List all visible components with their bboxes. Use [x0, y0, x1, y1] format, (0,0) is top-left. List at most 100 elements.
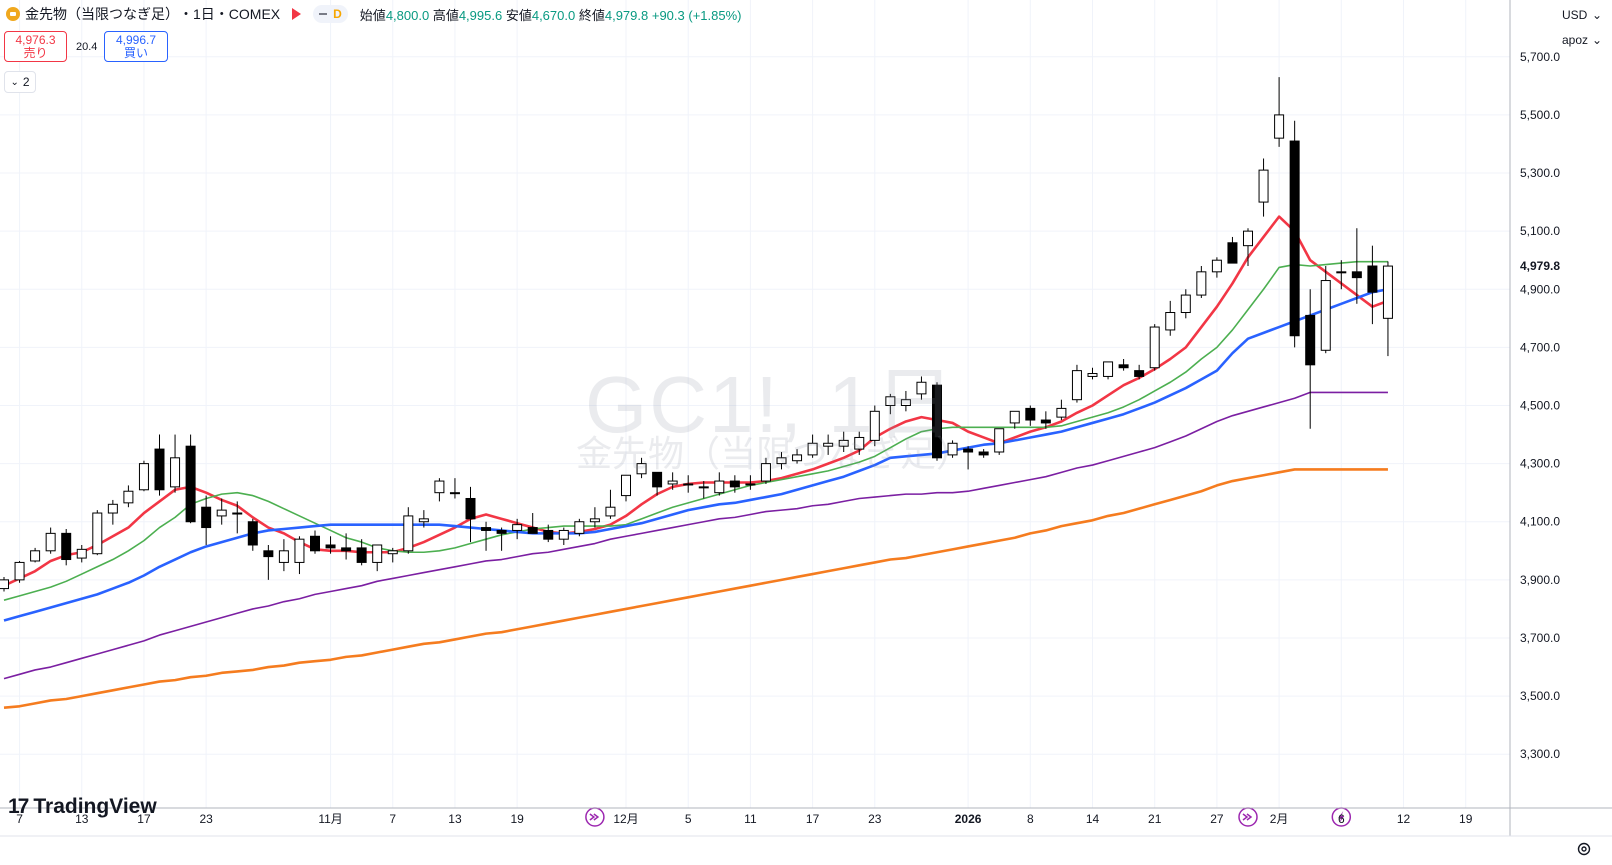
candle: [1165, 300, 1176, 336]
candle: [932, 382, 942, 461]
chevron-down-icon: ⌄: [10, 76, 19, 88]
candle-body: [994, 428, 1005, 453]
candle-body: [916, 381, 927, 395]
candle: [838, 431, 849, 452]
candle-body: [698, 486, 709, 489]
sell-price: 4,976.3: [15, 32, 56, 47]
candle: [123, 485, 134, 508]
candle-body: [434, 480, 445, 494]
chevron-down-icon: ⌄: [1591, 33, 1602, 47]
candle-body: [45, 532, 56, 552]
close-label: 終値: [578, 7, 605, 23]
candle-body: [652, 471, 663, 488]
candle: [1243, 228, 1253, 267]
candle: [356, 539, 367, 566]
candle-body: [683, 483, 694, 486]
candle: [449, 478, 460, 499]
price-tick-label: 4,500.0: [1520, 399, 1560, 413]
candle-body: [278, 550, 289, 563]
candle: [1289, 120, 1300, 348]
candle: [418, 510, 429, 528]
candle-body: [621, 474, 631, 497]
candle: [216, 498, 227, 525]
symbol-interval[interactable]: ・1日・COMEX: [179, 6, 281, 22]
sell-label: 売り: [23, 45, 48, 60]
indicator-count: 2: [22, 75, 30, 89]
candle: [434, 478, 445, 502]
currency-selector[interactable]: USD ⌄: [1556, 4, 1608, 26]
candle: [714, 472, 725, 496]
sell-button[interactable]: 4,976.3 売り: [4, 31, 67, 62]
symbol-title[interactable]: 金先物（当限つなぎ足）: [25, 6, 179, 22]
candle: [1087, 367, 1098, 380]
candle: [527, 513, 538, 534]
time-tick-label: 7: [16, 812, 23, 826]
flag-icon[interactable]: [292, 8, 302, 20]
candle-body: [76, 548, 87, 559]
candle: [543, 524, 554, 543]
candle-body: [1118, 364, 1129, 369]
tradingview-logo[interactable]: 17 TradingView: [8, 795, 157, 819]
candle: [465, 486, 476, 543]
candle-body: [247, 521, 258, 546]
gold-icon: [6, 7, 20, 21]
candle: [776, 451, 787, 470]
candle: [636, 457, 647, 479]
chart-legend: 金先物（当限つなぎ足） ・1日・COMEX D 始値4,800.0 高値4,99…: [0, 0, 741, 28]
candle-body: [1289, 140, 1300, 337]
buy-button[interactable]: 4,996.7 買い: [104, 31, 168, 62]
candle-body: [294, 538, 305, 563]
candle-body: [1274, 114, 1285, 139]
moving-average-lines: [3, 215, 1389, 710]
ma-line-ma60: [3, 391, 1388, 680]
candle-body: [527, 527, 538, 534]
candle-body: [1180, 294, 1191, 314]
candle-body: [543, 529, 554, 540]
scale-mode-label: apoz: [1562, 33, 1589, 47]
time-tick-label: 14: [1086, 812, 1100, 826]
dividend-event-icon[interactable]: [585, 807, 605, 827]
candle: [45, 527, 56, 554]
candle-body: [449, 492, 460, 495]
candle: [1180, 289, 1191, 319]
open-value: 4,800.0: [385, 7, 430, 23]
candle: [138, 460, 149, 492]
candle: [854, 431, 865, 455]
candle-body: [667, 480, 678, 485]
last-price-label: 4,979.8: [1520, 259, 1560, 273]
candle: [512, 518, 523, 540]
price-tick-label: 3,900.0: [1520, 573, 1560, 587]
candle: [170, 434, 181, 493]
candle: [185, 434, 196, 524]
chart-settings-button[interactable]: [1572, 837, 1596, 861]
candle: [1025, 405, 1036, 426]
candle-body: [932, 384, 942, 459]
candle-body: [1320, 280, 1331, 351]
time-axis[interactable]: 7 13 17 23 11月 7 13 19 12月 5 11 17 23 2026 8 14 21 27 2月 6 1…: [0, 807, 1612, 837]
candle: [916, 376, 927, 400]
price-axis[interactable]: 5,700.0 5,500.0 5,300.0 5,100.0 4,900.0 4,700…: [1509, 0, 1560, 836]
market-status-pill[interactable]: D: [313, 5, 348, 23]
time-tick-label: 11: [744, 812, 757, 826]
candle: [1040, 411, 1051, 429]
candle: [760, 457, 771, 484]
candle: [1134, 364, 1145, 380]
tradingview-logo-text: TradingView: [33, 795, 157, 818]
candle: [1227, 236, 1238, 264]
dividend-event-icon[interactable]: [1238, 807, 1258, 827]
candle: [0, 576, 9, 592]
candle: [1196, 266, 1207, 298]
event-markers[interactable]: [585, 807, 1352, 827]
time-tick-label: 19: [1459, 812, 1473, 826]
candle-body: [1196, 271, 1207, 296]
indicators-toggle-button[interactable]: ⌄ 2: [4, 71, 36, 93]
candle-body: [465, 497, 476, 520]
candle-body: [838, 439, 849, 447]
time-tick-label: 27: [1210, 812, 1224, 826]
candle: [372, 544, 383, 572]
close-value: 4,979.8: [604, 7, 649, 23]
time-tick-label: 11月: [318, 812, 342, 826]
price-tick-label: 5,500.0: [1520, 108, 1560, 122]
scale-mode-selector[interactable]: apoz ⌄: [1556, 30, 1608, 50]
